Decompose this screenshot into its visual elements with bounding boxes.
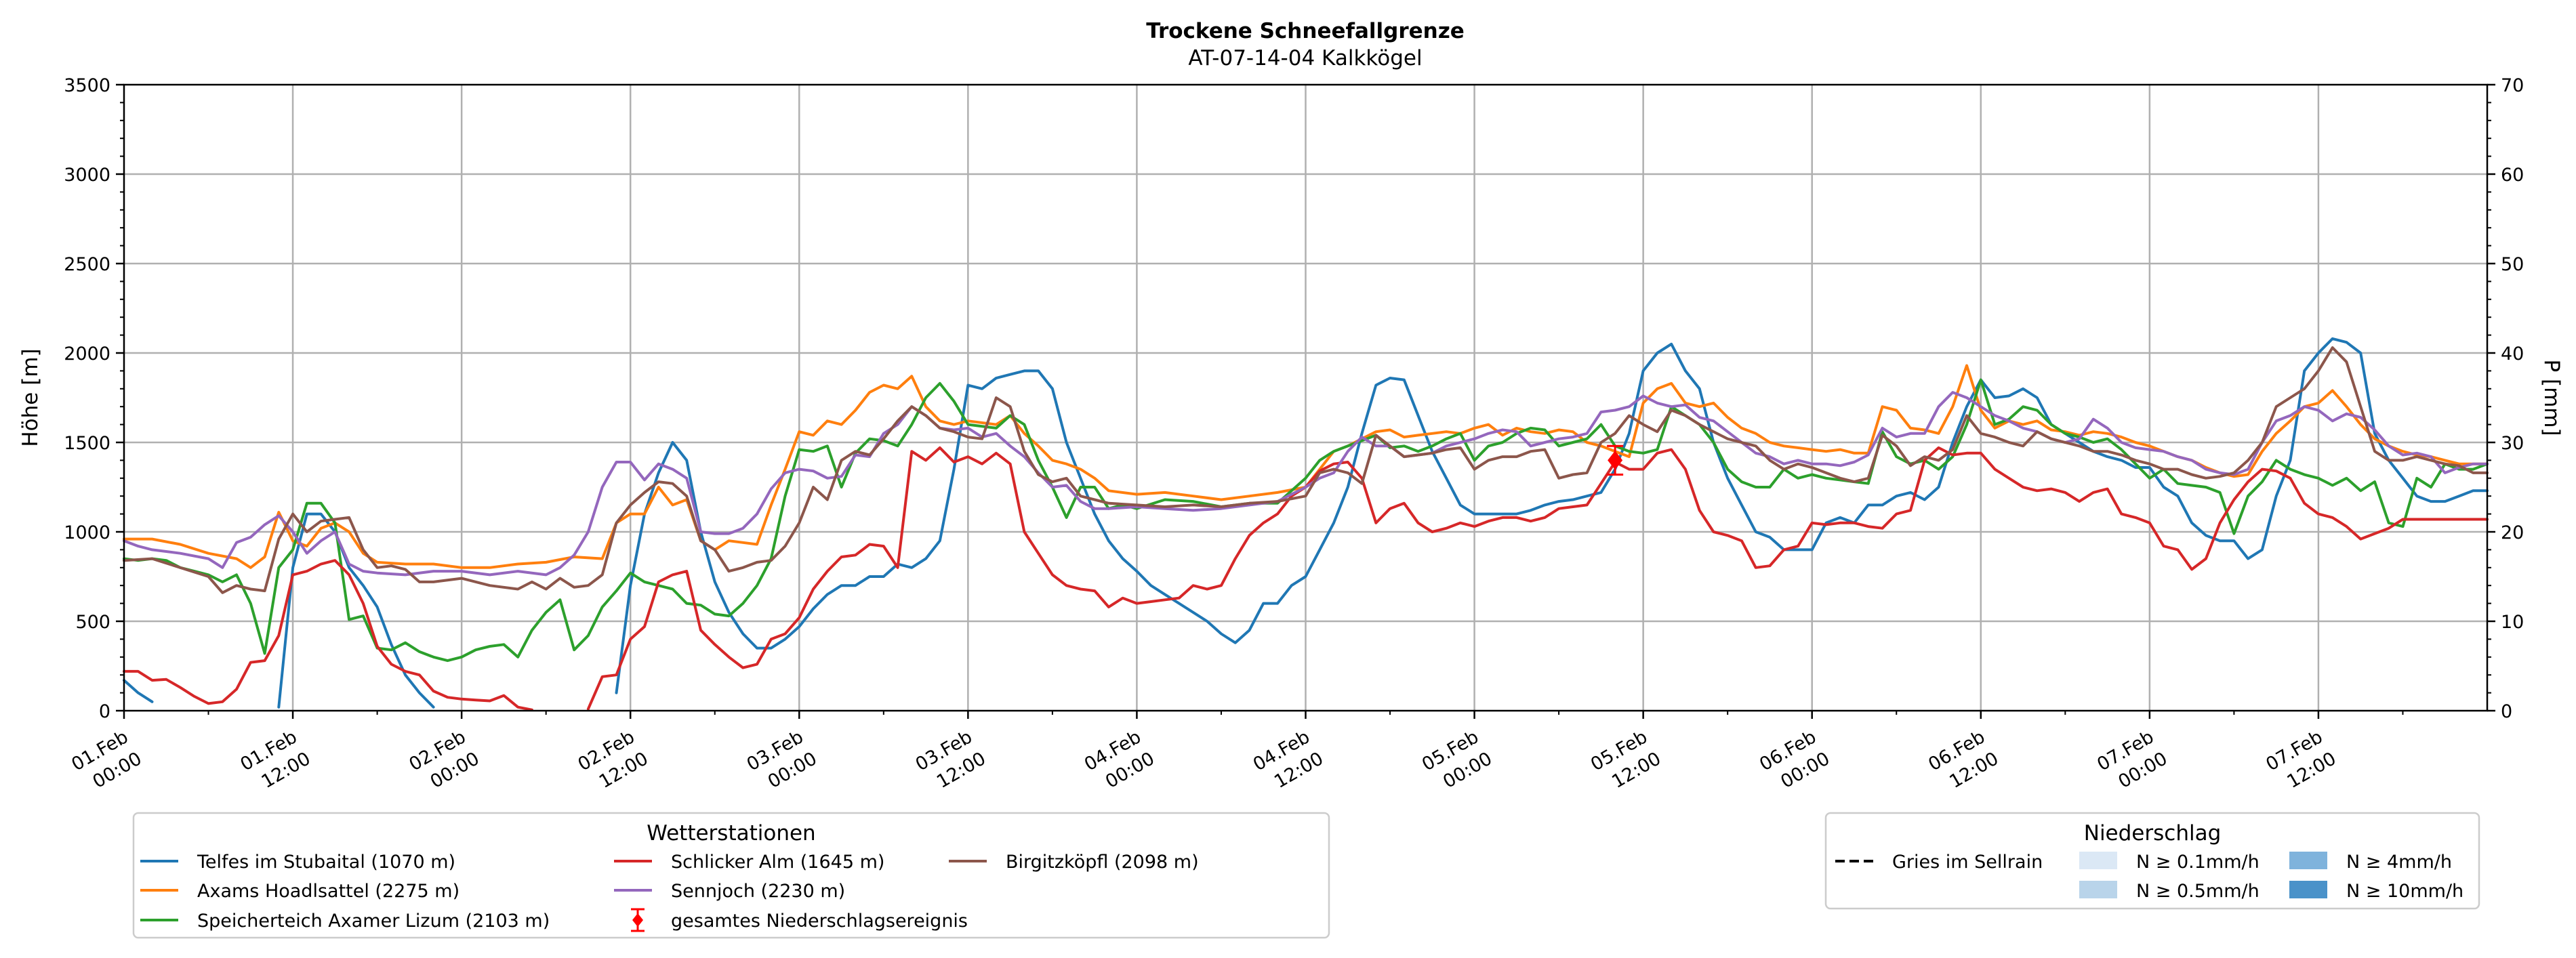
legend-stations-title: Wetterstationen [647, 821, 815, 846]
series-line [123, 346, 2489, 594]
y-tick-label: 3000 [64, 165, 110, 186]
y-axis-label: Höhe [m] [18, 348, 43, 446]
y-tick-label: 1000 [64, 522, 110, 543]
legend-label: N ≥ 0.5mm/h [2136, 881, 2260, 902]
y-right-tick-label: 50 [2501, 254, 2524, 275]
y-tick-label: 2000 [64, 343, 110, 365]
legend-label: Gries im Sellrain [1892, 852, 2043, 873]
legend-label: Telfes im Stubaital (1070 m) [197, 852, 455, 873]
y-right-tick-label: 70 [2501, 75, 2524, 96]
y-tick-label: 500 [75, 612, 110, 633]
legend-label: Birgitzköpfl (2098 m) [1006, 852, 1199, 873]
legend-label: N ≥ 4mm/h [2346, 852, 2452, 873]
legend-precip: Niederschlag Gries im Sellrain N ≥ 0.1mm/… [1824, 812, 2480, 910]
y-tick-label: 3500 [64, 75, 110, 96]
legend-errorbar-marker [632, 913, 643, 927]
legend-patch-swatch [2289, 852, 2327, 869]
legend-stations: Wetterstationen Telfes im Stubaital (107… [132, 812, 1330, 939]
y-right-tick-label: 40 [2501, 343, 2524, 365]
y-tick-label: 1500 [64, 433, 110, 454]
legend-patch-swatch [2289, 881, 2327, 898]
error-marker [1608, 451, 1623, 470]
legend-label: Schlicker Alm (1645 m) [671, 852, 884, 873]
y-axis-label-right: P [mm] [2539, 359, 2564, 436]
precip-event-marker [1607, 444, 1624, 476]
series-line [123, 446, 2489, 711]
legend-label: N ≥ 0.1mm/h [2136, 852, 2260, 873]
legend-precip-title: Niederschlag [2084, 821, 2222, 846]
legend-label: Axams Hoadlsattel (2275 m) [197, 881, 459, 902]
legend-patch-swatch [2079, 881, 2117, 898]
y-tick-label: 0 [99, 701, 110, 722]
y-right-tick-label: 0 [2501, 701, 2512, 722]
chart-subtitle: AT-07-14-04 Kalkkögel [1188, 46, 1422, 70]
y-right-tick-label: 20 [2501, 522, 2524, 543]
series-lines [123, 337, 2489, 711]
legend-label: gesamtes Niederschlagsereignis [671, 911, 968, 932]
y-right-tick-label: 60 [2501, 165, 2524, 186]
legend-label: Speicherteich Axamer Lizum (2103 m) [197, 911, 550, 932]
series-line [123, 337, 2489, 709]
chart-title: Trockene Schneefallgrenze [1146, 19, 1465, 43]
legend-label: N ≥ 10mm/h [2346, 881, 2463, 902]
legend-label: Sennjoch (2230 m) [671, 881, 845, 902]
grid-lines [124, 85, 2487, 711]
y-axis-left: 0 500 1000 1500 2000 2500 3000 3500 [64, 75, 124, 722]
series-line [123, 364, 2489, 569]
y-tick-label: 2500 [64, 254, 110, 275]
y-axis-right: 0 10 20 30 40 50 60 70 [2487, 75, 2524, 722]
y-right-tick-label: 30 [2501, 433, 2524, 454]
y-right-tick-label: 10 [2501, 612, 2524, 633]
legend-patch-swatch [2079, 852, 2117, 869]
